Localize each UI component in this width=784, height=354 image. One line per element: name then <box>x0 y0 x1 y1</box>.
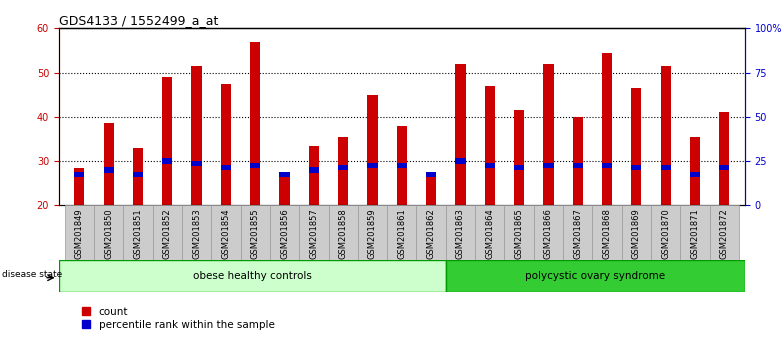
Bar <box>572 117 583 205</box>
Bar <box>631 165 641 170</box>
Bar <box>338 165 348 170</box>
Text: GSM201872: GSM201872 <box>720 208 729 259</box>
Bar <box>543 163 554 168</box>
Bar <box>622 205 651 260</box>
Text: GSM201852: GSM201852 <box>163 208 172 259</box>
Bar <box>182 205 211 260</box>
Bar <box>191 66 201 205</box>
Bar <box>710 205 739 260</box>
Bar <box>660 66 671 205</box>
Text: GSM201856: GSM201856 <box>280 208 289 259</box>
Text: GSM201864: GSM201864 <box>485 208 494 259</box>
Bar <box>74 172 85 177</box>
Text: GSM201855: GSM201855 <box>251 208 260 259</box>
Bar <box>397 126 407 205</box>
Bar <box>660 165 671 170</box>
Bar <box>563 205 593 260</box>
Bar <box>132 172 143 177</box>
Bar <box>309 167 319 172</box>
Bar <box>446 260 745 292</box>
Bar <box>593 205 622 260</box>
Text: GSM201862: GSM201862 <box>426 208 436 259</box>
Bar <box>602 53 612 205</box>
Text: GSM201865: GSM201865 <box>514 208 524 259</box>
Bar <box>602 163 612 168</box>
Text: GSM201854: GSM201854 <box>221 208 230 259</box>
Bar <box>426 177 436 205</box>
Bar <box>221 165 231 170</box>
Bar <box>358 205 387 260</box>
Bar <box>514 110 524 205</box>
Bar <box>690 172 700 177</box>
Text: obese healthy controls: obese healthy controls <box>193 271 312 281</box>
Text: GSM201850: GSM201850 <box>104 208 113 259</box>
Bar <box>221 84 231 205</box>
Bar <box>719 113 729 205</box>
Bar <box>279 175 289 205</box>
Bar <box>368 163 378 168</box>
Bar <box>162 77 172 205</box>
Bar <box>162 159 172 164</box>
Text: GSM201863: GSM201863 <box>456 208 465 259</box>
Text: GSM201870: GSM201870 <box>661 208 670 259</box>
Bar <box>690 137 700 205</box>
Bar <box>387 205 416 260</box>
Text: GSM201861: GSM201861 <box>397 208 406 259</box>
Bar <box>74 168 85 205</box>
Bar <box>416 205 446 260</box>
Bar <box>103 167 114 172</box>
Bar <box>270 205 299 260</box>
Legend: count, percentile rank within the sample: count, percentile rank within the sample <box>78 303 278 334</box>
Bar <box>485 163 495 168</box>
Text: GSM201868: GSM201868 <box>603 208 612 259</box>
Bar <box>59 260 446 292</box>
Bar <box>631 88 641 205</box>
Bar <box>279 172 289 177</box>
Bar <box>475 205 504 260</box>
Bar <box>572 163 583 168</box>
Text: polycystic ovary syndrome: polycystic ovary syndrome <box>525 271 666 281</box>
Bar <box>123 205 153 260</box>
Bar <box>153 205 182 260</box>
Bar <box>681 205 710 260</box>
Text: GSM201858: GSM201858 <box>339 208 347 259</box>
Bar <box>446 205 475 260</box>
Bar <box>250 163 260 168</box>
Bar <box>241 205 270 260</box>
Bar <box>338 137 348 205</box>
Bar <box>132 148 143 205</box>
Bar <box>250 42 260 205</box>
Text: GSM201866: GSM201866 <box>544 208 553 259</box>
Text: GSM201849: GSM201849 <box>74 208 84 259</box>
Text: GSM201857: GSM201857 <box>310 208 318 259</box>
Bar <box>103 124 114 205</box>
Text: GSM201851: GSM201851 <box>133 208 143 259</box>
Bar <box>504 205 534 260</box>
Bar <box>64 205 94 260</box>
Text: GSM201867: GSM201867 <box>573 208 583 259</box>
Bar <box>299 205 328 260</box>
Bar <box>485 86 495 205</box>
Text: disease state: disease state <box>2 270 63 279</box>
Bar <box>368 95 378 205</box>
Bar <box>456 159 466 164</box>
Bar <box>543 64 554 205</box>
Bar <box>328 205 358 260</box>
Bar <box>534 205 563 260</box>
Text: GSM201871: GSM201871 <box>691 208 699 259</box>
Bar <box>397 163 407 168</box>
Text: GDS4133 / 1552499_a_at: GDS4133 / 1552499_a_at <box>59 14 218 27</box>
Bar <box>309 145 319 205</box>
Bar <box>426 172 436 177</box>
Bar <box>514 165 524 170</box>
Bar <box>719 165 729 170</box>
Bar <box>94 205 123 260</box>
Bar <box>191 161 201 166</box>
Bar <box>456 64 466 205</box>
Text: GSM201853: GSM201853 <box>192 208 201 259</box>
Text: GSM201869: GSM201869 <box>632 208 641 259</box>
Bar <box>211 205 241 260</box>
Text: GSM201859: GSM201859 <box>368 208 377 259</box>
Bar <box>651 205 681 260</box>
